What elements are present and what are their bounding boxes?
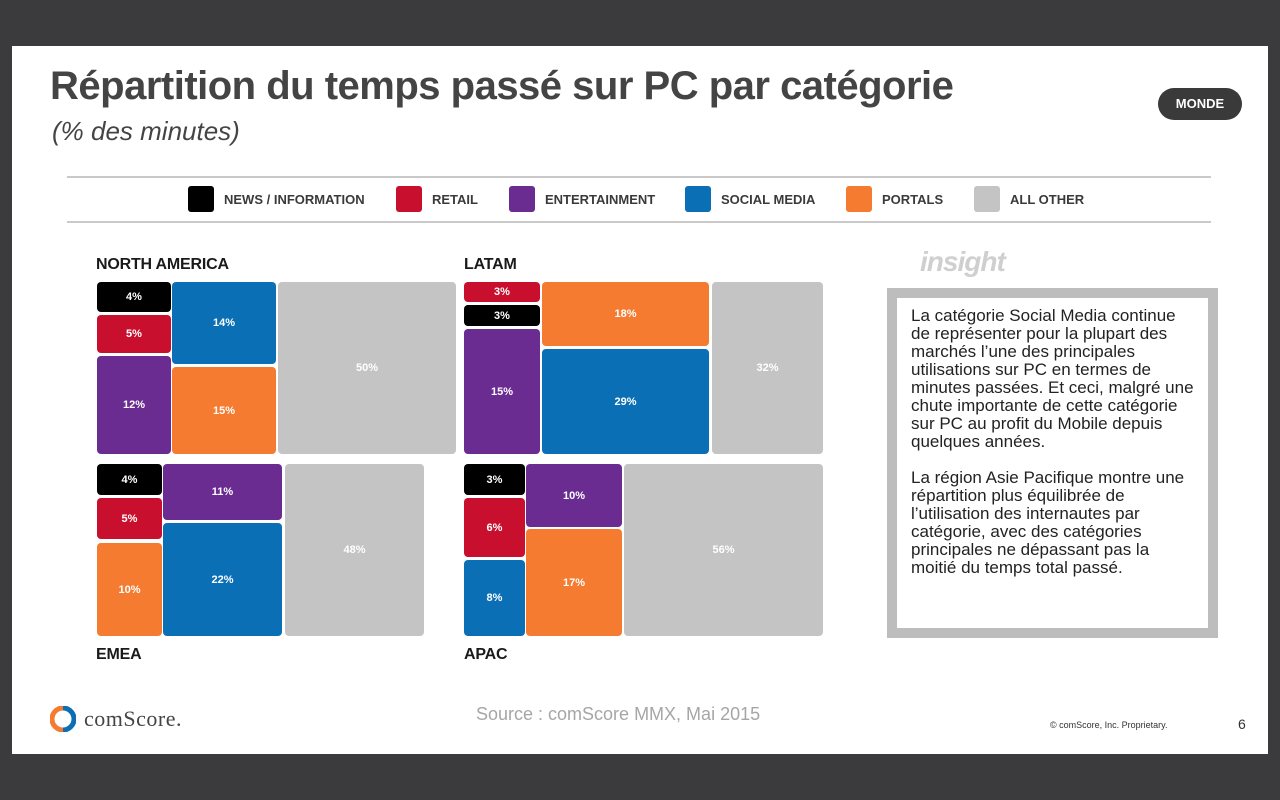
tile-label: 56% xyxy=(712,544,735,556)
comscore-logo: comScore. xyxy=(50,706,182,732)
tile-label: 4% xyxy=(126,291,142,303)
tile-apac-entertainment: 10% xyxy=(526,464,622,527)
legend-swatch-social-media xyxy=(685,186,711,212)
insight-heading: insight xyxy=(920,246,1006,277)
insight-box: La catégorie Social Media continue de re… xyxy=(887,288,1218,638)
legend-item-social-media: SOCIAL MEDIA xyxy=(685,186,816,212)
tile-label: 8% xyxy=(486,592,503,604)
legend-item-portals: PORTALS xyxy=(846,186,944,212)
tile-label: 11% xyxy=(211,486,234,498)
tile-label: 48% xyxy=(343,544,366,556)
legend-label-social-media: SOCIAL MEDIA xyxy=(721,191,816,207)
tile-label: 10% xyxy=(562,489,586,502)
legend-top-rule xyxy=(67,176,1211,178)
region-label-emea: EMEA xyxy=(96,646,142,663)
comscore-logo-icon xyxy=(50,706,76,732)
tile-emea-retail: 5% xyxy=(97,498,162,539)
tile-label: 5% xyxy=(126,328,142,340)
tile-latam-portals: 18% xyxy=(542,282,709,346)
tile-label: 29% xyxy=(614,395,637,408)
tile-label: 12% xyxy=(122,399,146,411)
region-label-latam: LATAM xyxy=(464,256,517,273)
tile-label: 18% xyxy=(614,308,637,320)
insight-paragraph-1: La catégorie Social Media continue de re… xyxy=(911,306,1194,451)
legend-label-entertainment: ENTERTAINMENT xyxy=(545,191,656,207)
tile-latam-news: 3% xyxy=(464,305,540,326)
tile-apac-portals: 17% xyxy=(526,529,622,636)
tile-north-america-all-other: 50% xyxy=(278,282,456,454)
legend-label-all-other: ALL OTHER xyxy=(1010,191,1085,207)
tile-label: 4% xyxy=(121,473,138,486)
tile-label: 6% xyxy=(486,521,503,534)
slide: Répartition du temps passé sur PC par ca… xyxy=(12,46,1268,754)
legend-swatch-news xyxy=(188,186,214,212)
legend-swatch-portals xyxy=(846,186,872,212)
tile-apac-news: 3% xyxy=(464,464,525,495)
insight-paragraph-2: La région Asie Pacifique montre une répa… xyxy=(911,468,1185,577)
comscore-logo-text: comScore. xyxy=(84,706,182,731)
tile-emea-news: 4% xyxy=(97,464,162,495)
tile-north-america-social-media: 14% xyxy=(172,282,276,364)
legend-label-portals: PORTALS xyxy=(882,191,944,207)
tile-north-america-entertainment: 12% xyxy=(97,356,171,454)
copyright-note: © comScore, Inc. Proprietary. xyxy=(1050,720,1168,730)
legend-item-retail: RETAIL xyxy=(396,186,478,212)
legend-label-news: NEWS / INFORMATION xyxy=(224,191,365,207)
tile-latam-all-other: 32% xyxy=(712,282,823,454)
legend-swatch-retail xyxy=(396,186,422,212)
legend-item-all-other: ALL OTHER xyxy=(974,186,1085,212)
legend-swatch-all-other xyxy=(974,186,1000,212)
tile-latam-social-media: 29% xyxy=(542,349,709,454)
legend-item-news: NEWS / INFORMATION xyxy=(188,186,365,212)
tile-label: 10% xyxy=(118,583,141,596)
tile-latam-entertainment: 15% xyxy=(464,329,540,454)
tile-label: 3% xyxy=(486,473,503,486)
page-subtitle: (% des minutes) xyxy=(52,116,240,146)
legend-label-retail: RETAIL xyxy=(432,191,478,207)
tile-label: 17% xyxy=(562,576,586,589)
tile-label: 15% xyxy=(212,404,236,417)
legend-item-entertainment: ENTERTAINMENT xyxy=(509,186,656,212)
tile-label: 15% xyxy=(490,385,514,398)
tile-label: 32% xyxy=(756,362,779,374)
tile-apac-all-other: 56% xyxy=(624,464,823,636)
tile-emea-all-other: 48% xyxy=(285,464,424,636)
tile-north-america-retail: 5% xyxy=(97,315,171,353)
page-title: Répartition du temps passé sur PC par ca… xyxy=(50,64,954,108)
tile-emea-social-media: 22% xyxy=(163,523,282,636)
tile-apac-retail: 6% xyxy=(464,498,525,557)
tile-latam-retail: 3% xyxy=(464,282,540,302)
tile-north-america-portals: 15% xyxy=(172,367,276,454)
legend-bottom-rule xyxy=(67,221,1211,223)
tile-emea-portals: 10% xyxy=(97,543,162,636)
tile-label: 22% xyxy=(211,573,234,586)
insight-text: La catégorie Social Media continue de re… xyxy=(897,298,1208,628)
region-badge: MONDE xyxy=(1158,88,1242,120)
tile-label: 50% xyxy=(355,362,379,374)
tile-label: 3% xyxy=(494,309,510,322)
legend-swatch-entertainment xyxy=(509,186,535,212)
source-note: Source : comScore MMX, Mai 2015 xyxy=(476,704,761,724)
region-label-apac: APAC xyxy=(464,646,508,663)
tile-apac-social-media: 8% xyxy=(464,560,525,636)
tile-label: 14% xyxy=(212,317,236,329)
page-number: 6 xyxy=(1238,716,1246,732)
tile-label: 3% xyxy=(494,286,510,298)
tile-emea-entertainment: 11% xyxy=(163,464,282,520)
region-label-north-america: NORTH AMERICA xyxy=(96,256,229,273)
tile-north-america-news: 4% xyxy=(97,282,171,312)
tile-label: 5% xyxy=(121,512,138,525)
